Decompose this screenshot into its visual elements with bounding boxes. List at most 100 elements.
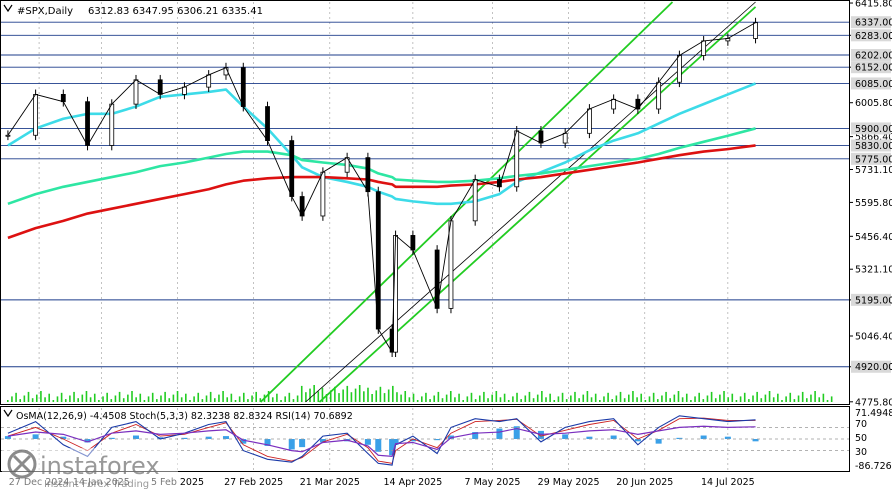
osma-bar: [132, 435, 139, 439]
volume-bars: [7, 385, 833, 402]
volume-bar: [793, 399, 796, 402]
volume-bar: [785, 396, 787, 402]
volume-bar: [772, 397, 775, 402]
price-candle-body: [157, 79, 163, 95]
osma-bar: [222, 436, 229, 439]
osma-bar: [409, 439, 416, 442]
price-candle-body: [289, 140, 295, 197]
volume-bar: [652, 392, 655, 402]
volume-bar: [77, 398, 79, 402]
y-tick-label: 6415.80: [855, 0, 892, 10]
osc-axis-label: 70: [855, 419, 867, 430]
price-candle-body: [320, 171, 326, 217]
level-label: 6085.00: [855, 79, 892, 90]
price-candle-body: [85, 101, 90, 146]
osma-bar: [389, 439, 396, 456]
osma-bar: [434, 439, 441, 441]
volume-bar: [172, 394, 175, 402]
volume-bar: [801, 391, 804, 402]
price-candle-body: [365, 157, 371, 193]
osma-bar: [299, 439, 306, 448]
volume-bar: [454, 397, 456, 402]
volume-bar: [296, 395, 299, 402]
watermark-brand: instaforex: [40, 452, 160, 480]
volume-bar: [15, 392, 17, 402]
volume-bar: [441, 398, 444, 402]
volume-bar: [60, 392, 63, 402]
moving-averages: [7, 82, 757, 240]
level-label: 5775.00: [855, 154, 892, 165]
osma-bar: [205, 436, 212, 439]
volume-bar: [822, 393, 825, 402]
volume-bar: [371, 394, 373, 402]
volume-bar: [669, 398, 671, 402]
osma-bar: [181, 437, 188, 439]
volume-bar: [752, 395, 754, 402]
volume-bar: [565, 399, 568, 402]
volume-bar: [739, 396, 742, 402]
volume-bar: [151, 392, 154, 402]
ohlc-readout: 6312.83 6347.95 6306.21 6335.41: [88, 6, 263, 17]
price-candle-body: [611, 98, 617, 110]
x-tick-label: 5 Feb 2025: [151, 477, 204, 488]
volume-bar: [31, 398, 34, 402]
volume-bar: [69, 395, 71, 402]
ema-mid-line: [7, 127, 756, 206]
volume-bar: [524, 395, 527, 402]
volume-bar: [437, 391, 440, 402]
volume-bar: [421, 396, 423, 402]
volume-bar: [512, 396, 514, 402]
watermark: instaforex Instant Forex Trading: [2, 448, 178, 490]
level-label: 6337.00: [855, 18, 892, 29]
osma-bar: [513, 426, 520, 439]
volume-bar: [205, 395, 208, 402]
time-axis: 27 Dec 202414 Jan 2025 5 Feb 2025 27 Feb 2…: [9, 477, 755, 488]
volume-bar: [553, 400, 556, 402]
osma-bar: [586, 436, 593, 439]
indicator-collapse-icon[interactable]: [3, 409, 13, 418]
volume-bar: [300, 385, 303, 402]
volume-bar: [89, 397, 92, 402]
x-tick-label: 14 Jul 2025: [701, 477, 755, 488]
volume-bar: [685, 393, 688, 402]
price-candle-body: [33, 94, 39, 136]
volume-bar: [545, 397, 547, 402]
x-tick-label: 29 May 2025: [538, 477, 600, 488]
volume-bar: [541, 391, 543, 402]
price-candle-body: [701, 40, 707, 56]
price-candle-body: [448, 220, 454, 309]
level-label: 5830.00: [855, 141, 892, 152]
volume-bar: [743, 392, 746, 402]
price-candle-body: [514, 130, 520, 188]
osma-bar: [375, 439, 382, 452]
volume-bar: [487, 398, 489, 402]
level-label-bg: [851, 139, 891, 152]
volume-bar: [636, 397, 638, 402]
volume-bar: [396, 392, 398, 402]
volume-bar: [35, 394, 38, 402]
x-tick-label: 14 Apr 2025: [384, 477, 443, 488]
osc-axis-label: 50: [855, 433, 867, 444]
indicator-panel-frame: [0, 406, 850, 472]
volume-bar: [777, 393, 779, 402]
volume-bar: [603, 396, 605, 402]
volume-bar: [830, 396, 833, 402]
volume-bar: [483, 391, 485, 402]
collapse-arrow-icon[interactable]: [3, 4, 13, 13]
volume-bar: [338, 393, 340, 402]
volume-bar: [478, 395, 481, 402]
volume-bar: [251, 395, 253, 402]
volume-bar: [789, 392, 792, 402]
volume-bar: [520, 399, 522, 402]
volume-bar: [48, 393, 50, 402]
price-candle-body: [587, 108, 592, 134]
volume-bar: [694, 396, 696, 402]
volume-bar: [147, 396, 150, 402]
volume-bar: [242, 392, 245, 402]
indicator-header: OsMA(12,26,9) -4.4508 Stoch(5,3,3) 82.32…: [3, 409, 353, 422]
volume-bar: [118, 391, 121, 402]
price-candle-body: [206, 74, 212, 88]
